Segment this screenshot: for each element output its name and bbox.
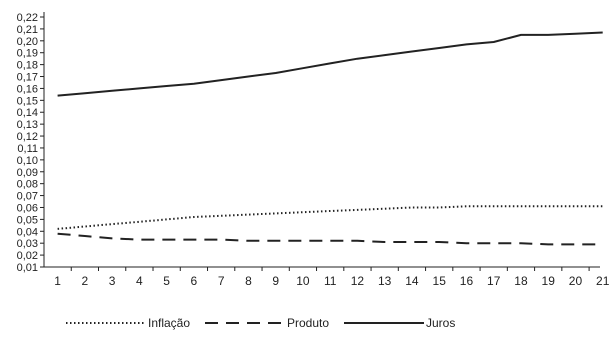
legend-label: Juros — [426, 316, 455, 330]
x-tick-label: 9 — [272, 274, 279, 288]
x-tick-label: 13 — [378, 274, 392, 288]
y-tick-label: 0,16 — [17, 83, 38, 95]
y-tick-label: 0,19 — [17, 48, 38, 60]
x-tick-label: 16 — [460, 274, 474, 288]
y-tick-label: 0,17 — [17, 72, 38, 84]
y-tick-label: 0,15 — [17, 95, 38, 107]
x-tick-label: 15 — [433, 274, 447, 288]
series-line-juros — [58, 33, 603, 96]
y-tick-label: 0,03 — [17, 238, 38, 250]
x-tick-label: 1 — [54, 274, 61, 288]
y-tick-label: 0,12 — [17, 131, 38, 143]
y-tick-label: 0,01 — [17, 262, 38, 274]
y-tick-label: 0,07 — [17, 191, 38, 203]
y-tick-label: 0,05 — [17, 214, 38, 226]
y-tick-label: 0,14 — [17, 107, 38, 119]
y-tick-label: 0,22 — [17, 12, 38, 24]
x-tick-label: 21 — [596, 274, 610, 288]
x-tick-label: 18 — [514, 274, 528, 288]
y-tick-label: 0,09 — [17, 167, 38, 179]
x-tick-label: 8 — [245, 274, 252, 288]
x-tick-label: 5 — [163, 274, 170, 288]
x-tick-label: 14 — [405, 274, 419, 288]
x-tick-label: 17 — [487, 274, 501, 288]
x-tick-label: 6 — [191, 274, 198, 288]
series-line-produto — [58, 234, 603, 245]
legend: Inflação Produto Juros — [66, 316, 455, 330]
y-tick-label: 0,11 — [17, 143, 38, 155]
x-tick-label: 3 — [109, 274, 116, 288]
y-tick-label: 0,18 — [17, 60, 38, 72]
x-tick-label: 2 — [82, 274, 89, 288]
x-tick-label: 20 — [569, 274, 583, 288]
x-tick-label: 4 — [136, 274, 143, 288]
plot-area: 0,010,020,030,040,050,060,070,080,090,10… — [17, 12, 614, 288]
y-tick-label: 0,06 — [17, 202, 38, 214]
x-tick-label: 10 — [296, 274, 310, 288]
y-tick-label: 0,21 — [17, 24, 38, 36]
y-tick-label: 0,20 — [17, 36, 38, 48]
y-tick-label: 0,04 — [17, 226, 38, 238]
x-tick-label: 12 — [351, 274, 365, 288]
x-tick-label: 11 — [324, 274, 337, 288]
y-tick-label: 0,13 — [17, 119, 38, 131]
y-tick-label: 0,08 — [17, 179, 38, 191]
legend-label: Produto — [287, 316, 329, 330]
series-line-inflacao — [58, 206, 603, 229]
y-tick-label: 0,02 — [17, 250, 38, 262]
x-tick-label: 19 — [542, 274, 556, 288]
x-tick-label: 7 — [218, 274, 225, 288]
legend-label: Inflação — [148, 316, 190, 330]
y-tick-label: 0,10 — [17, 155, 38, 167]
